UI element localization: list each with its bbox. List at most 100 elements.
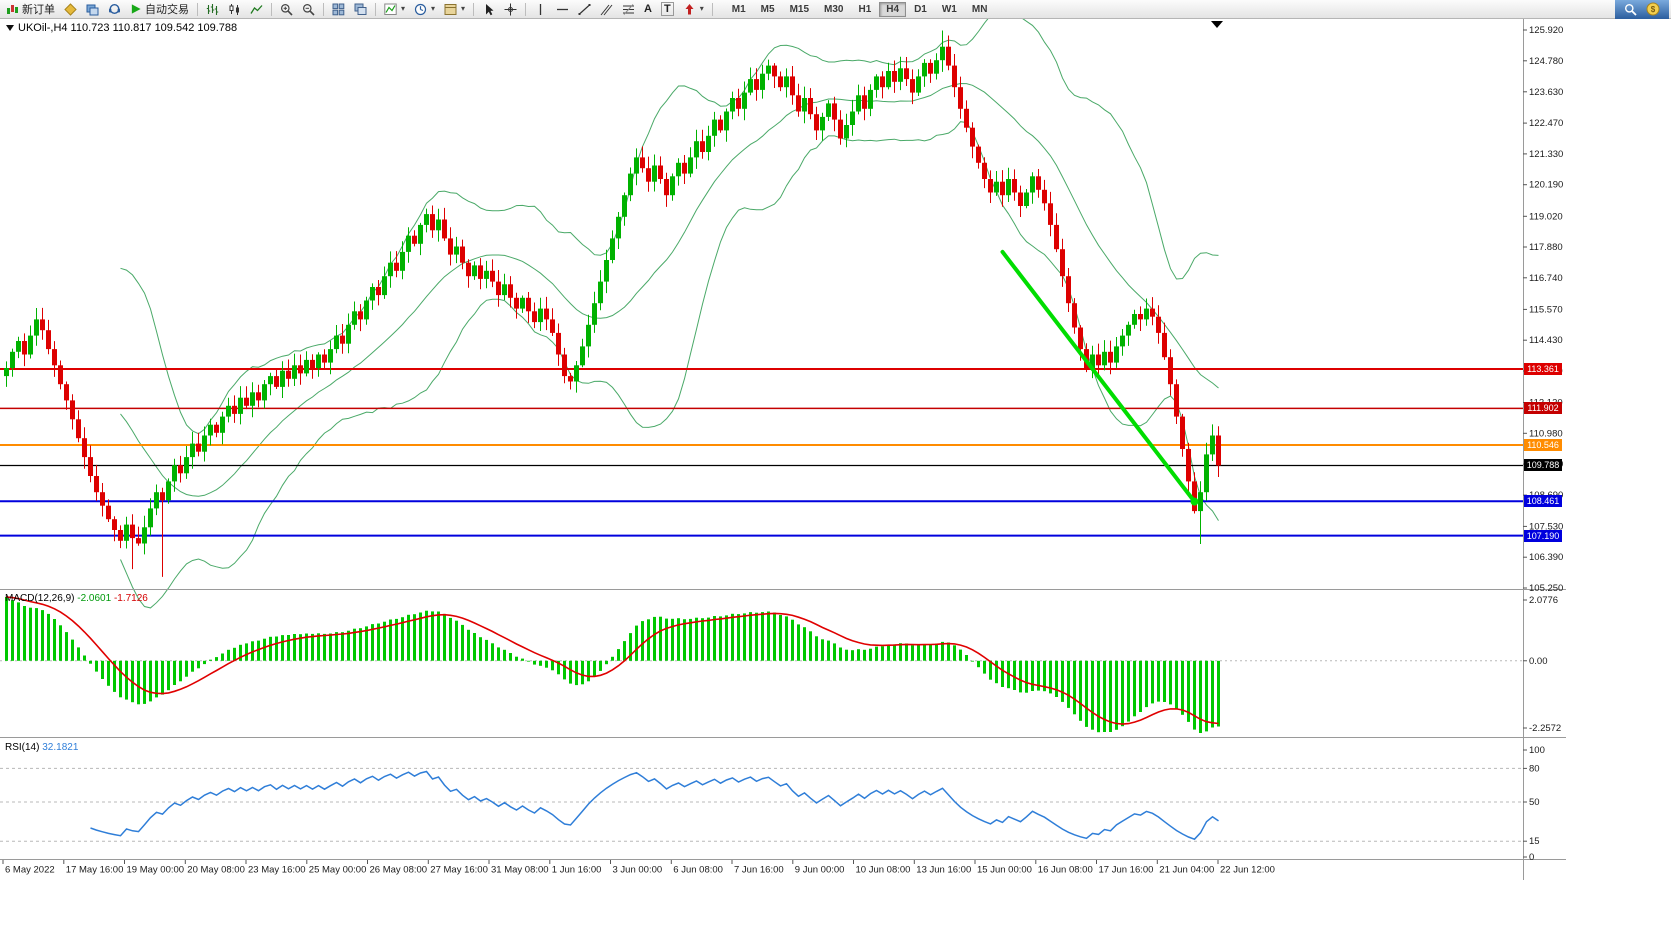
trendline-tool-icon[interactable] [574,1,595,18]
indicators-icon [384,3,397,15]
svg-text:105.250: 105.250 [1529,583,1563,594]
trendline[interactable] [1000,249,1199,506]
search-icon[interactable] [1624,3,1637,16]
candlestick-chart-icon[interactable] [224,1,245,18]
svg-text:121.330: 121.330 [1529,149,1563,160]
svg-text:115.570: 115.570 [1529,304,1563,315]
svg-text:19 May 00:00: 19 May 00:00 [127,865,185,876]
charts-window-icon[interactable] [82,1,103,18]
toolbar-separator [271,2,272,16]
cascade-windows-icon[interactable] [350,1,371,18]
arrow-icon [685,3,694,14]
zoom-out-icon[interactable] [298,1,319,18]
toolbar-separator [197,2,198,16]
dropdown-caret-icon: ▾ [699,4,704,13]
deposit-icon[interactable]: $ [1646,2,1660,16]
svg-text:13 Jun 16:00: 13 Jun 16:00 [916,865,971,876]
price-line-label[interactable]: 111.902 [1524,402,1562,414]
play-icon [131,4,141,14]
vertical-line-tool-icon[interactable] [530,1,551,18]
dropdown-caret-icon: ▾ [401,4,406,13]
channel-tool-icon[interactable] [596,1,617,18]
svg-text:15 Jun 00:00: 15 Jun 00:00 [977,865,1032,876]
timeframe-h1[interactable]: H1 [851,2,878,17]
svg-text:22 Jun 12:00: 22 Jun 12:00 [1220,865,1275,876]
svg-text:2.0776: 2.0776 [1529,595,1558,606]
zoom-in-icon[interactable] [276,1,297,18]
svg-text:80: 80 [1529,763,1540,774]
support-icon[interactable] [104,1,125,18]
text-t-icon: T [661,2,674,16]
toolbar-separator [711,2,713,16]
price-line-label[interactable]: 108.461 [1524,495,1562,507]
timeframe-m30[interactable]: M30 [817,2,850,17]
horizontal-price-lines[interactable] [0,368,1523,537]
svg-text:6 May 2022: 6 May 2022 [5,865,55,876]
cursor-tool-icon[interactable] [478,1,499,18]
price-line-label[interactable]: 109.788 [1524,459,1562,471]
svg-text:122.470: 122.470 [1529,118,1563,129]
auto-trading-button[interactable]: 自动交易 [126,1,193,18]
timeframe-m5[interactable]: M5 [754,2,782,17]
rsi-panel: 100 80 50 15 0 [0,745,1545,863]
svg-text:100: 100 [1529,745,1545,756]
svg-text:17 May 16:00: 17 May 16:00 [66,865,124,876]
arrows-tool-button[interactable]: ▾ [679,1,708,18]
dropdown-caret-icon: ▾ [431,4,436,13]
panel-borders [0,19,1566,880]
svg-text:10 Jun 08:00: 10 Jun 08:00 [856,865,911,876]
svg-text:3 Jun 00:00: 3 Jun 00:00 [613,865,663,876]
fibonacci-tool-icon[interactable] [618,1,639,18]
clock-icon [414,3,427,15]
svg-text:20 May 08:00: 20 May 08:00 [187,865,245,876]
chart-shift-marker[interactable] [1211,21,1223,28]
timeframe-mn[interactable]: MN [965,2,995,17]
svg-text:9 Jun 00:00: 9 Jun 00:00 [795,865,845,876]
price-line-label[interactable]: 110.546 [1524,439,1562,451]
svg-text:17 Jun 16:00: 17 Jun 16:00 [1099,865,1154,876]
timeframe-h4[interactable]: H4 [879,1,907,17]
timeframe-toolbar: M1 M5 M15 M30 H1 H4 D1 W1 MN [725,1,995,17]
timeframe-m15[interactable]: M15 [783,2,816,17]
tile-windows-icon[interactable] [328,1,349,18]
text-label-tool-button[interactable]: T [657,1,678,18]
toolbar-separator [323,2,324,16]
svg-text:0: 0 [1529,852,1534,863]
new-order-button[interactable]: 新订单 [2,1,59,18]
text-tool-button[interactable]: A [640,1,656,18]
svg-text:-2.2572: -2.2572 [1529,723,1561,734]
svg-text:23 May 16:00: 23 May 16:00 [248,865,306,876]
favorites-icon[interactable] [60,1,81,18]
svg-text:106.390: 106.390 [1529,552,1563,563]
timeframe-d1[interactable]: D1 [907,2,934,17]
price-line-label[interactable]: 113.361 [1524,363,1562,375]
svg-text:114.430: 114.430 [1529,335,1563,346]
time-axis[interactable]: 6 May 2022 17 May 16:00 19 May 00:00 20 May… [2,860,1275,876]
svg-text:0.00: 0.00 [1529,656,1548,667]
svg-text:117.880: 117.880 [1529,242,1563,253]
timeframe-m1[interactable]: M1 [725,2,753,17]
crosshair-tool-icon[interactable] [500,1,521,18]
svg-text:1 Jun 16:00: 1 Jun 16:00 [552,865,602,876]
svg-text:21 Jun 04:00: 21 Jun 04:00 [1159,865,1214,876]
bar-chart-icon[interactable] [202,1,223,18]
svg-text:120.190: 120.190 [1529,180,1563,191]
svg-text:119.020: 119.020 [1529,211,1563,222]
template-icon [444,3,457,15]
toolbar-separator [525,2,527,16]
horizontal-line-tool-icon[interactable] [552,1,573,18]
toolbar-separator [375,2,376,16]
main-toolbar: 新订单 自动交易 ▾ ▾ ▾ A T ▾ M1 M [0,0,1671,19]
templates-button[interactable]: ▾ [440,1,469,18]
periods-button[interactable]: ▾ [410,1,439,18]
candles [4,30,1221,577]
new-order-icon [7,4,18,14]
line-chart-icon[interactable] [246,1,267,18]
svg-text:116.740: 116.740 [1529,273,1563,284]
svg-text:110.980: 110.980 [1529,428,1563,439]
price-line-label[interactable]: 107.190 [1524,530,1562,542]
indicators-button[interactable]: ▾ [380,1,409,18]
svg-text:16 Jun 08:00: 16 Jun 08:00 [1038,865,1093,876]
timeframe-w1[interactable]: W1 [935,2,964,17]
